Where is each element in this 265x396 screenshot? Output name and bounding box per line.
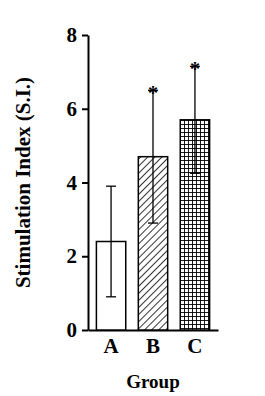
plot-area (96, 66, 209, 330)
error-cap (106, 186, 116, 187)
error-cap (190, 173, 200, 174)
annotation: * (190, 58, 200, 80)
x-tick: A (103, 330, 119, 358)
error-bar (148, 90, 158, 223)
y-tick-mark (82, 256, 88, 258)
y-tick-label: 8 (67, 23, 78, 47)
y-tick: 0 (67, 318, 89, 342)
annotation: * (148, 82, 158, 104)
error-bar (190, 66, 200, 173)
y-tick-mark (82, 330, 88, 332)
error-cap (148, 222, 158, 223)
error-bar (106, 186, 116, 297)
y-tick-mark (82, 35, 88, 37)
y-tick-label: 0 (67, 318, 78, 342)
y-tick: 8 (67, 23, 89, 47)
y-tick: 4 (67, 171, 89, 195)
x-tick: B (146, 330, 160, 358)
x-tick-label: A (103, 334, 119, 358)
y-tick-label: 2 (67, 244, 78, 268)
error-stem (110, 186, 111, 297)
x-axis-title: Group (126, 371, 180, 392)
error-cap (106, 296, 116, 297)
y-tick-label: 4 (67, 171, 78, 195)
y-tick-mark (82, 108, 88, 110)
x-tick-label: C (187, 334, 202, 358)
y-tick: 2 (67, 244, 89, 268)
y-tick-mark (82, 182, 88, 184)
chart: 0 2 4 6 8 A B C * * Stimulation Index (S.I.) Group (0, 0, 265, 396)
x-axis: A B C (89, 330, 219, 358)
y-axis: 0 2 4 6 8 (67, 23, 89, 342)
x-tick: C (187, 330, 202, 358)
error-stem (152, 90, 153, 223)
x-tick-label: B (146, 334, 160, 358)
y-tick-label: 6 (67, 97, 78, 121)
error-stem (194, 66, 195, 173)
y-axis-title: Stimulation Index (S.I.) (11, 77, 35, 288)
y-tick: 6 (67, 97, 89, 121)
